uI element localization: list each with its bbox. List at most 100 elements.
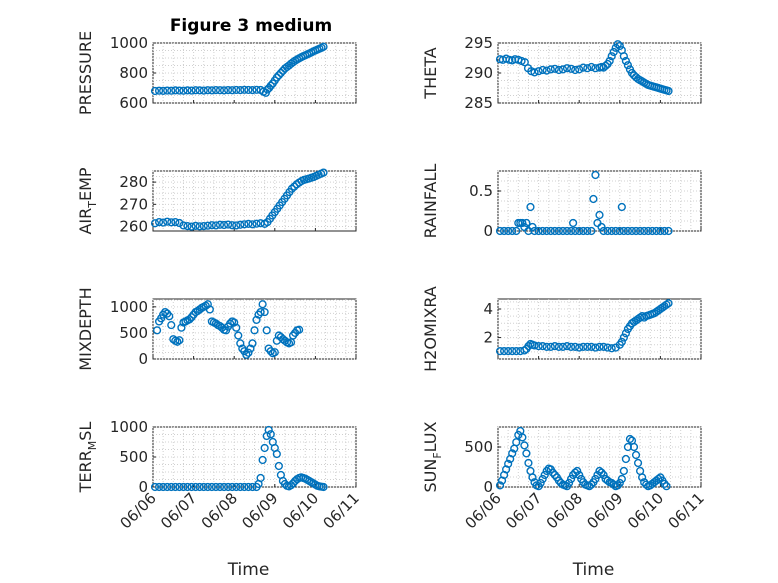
- data-point: [276, 68, 285, 78]
- data-point: [256, 473, 265, 483]
- data-point: [575, 343, 584, 352]
- data-point: [603, 343, 612, 352]
- data-point: [203, 482, 212, 492]
- data-point: [199, 86, 208, 95]
- data-point: [244, 348, 253, 357]
- data-point: [597, 468, 606, 477]
- data-point: [179, 482, 188, 492]
- data-point: [185, 315, 194, 324]
- data-point: [607, 226, 616, 236]
- x-tick-label: 06/11: [320, 489, 363, 532]
- data-point: [224, 482, 233, 492]
- data-point: [597, 222, 606, 232]
- y-tick-label: 0: [483, 222, 493, 240]
- data-point: [236, 339, 245, 348]
- data-point: [627, 68, 637, 78]
- data-point: [512, 347, 521, 356]
- data-point: [644, 226, 653, 236]
- data-point: [205, 305, 214, 314]
- data-point: [520, 346, 529, 355]
- data-point: [224, 220, 233, 229]
- data-point: [554, 65, 564, 75]
- y-tick-label: 800: [119, 64, 148, 82]
- y-tick-label: 295: [464, 34, 493, 52]
- data-point: [207, 86, 216, 95]
- data-point: [287, 184, 296, 193]
- data-point: [520, 441, 529, 450]
- data-point: [504, 226, 513, 236]
- data-point: [171, 218, 180, 227]
- data-point: [159, 482, 168, 492]
- data-point: [248, 85, 257, 95]
- data-point: [534, 67, 543, 76]
- data-point: [290, 182, 299, 191]
- data-point: [252, 219, 261, 228]
- data-point: [524, 458, 533, 468]
- data-point: [203, 300, 212, 309]
- data-point: [571, 342, 580, 351]
- data-point: [601, 61, 610, 70]
- data-point: [207, 221, 216, 230]
- data-point: [575, 65, 584, 74]
- data-point: [569, 218, 578, 228]
- data-point: [244, 219, 253, 228]
- data-point: [587, 226, 596, 236]
- data-point: [224, 85, 233, 95]
- data-point: [583, 64, 592, 73]
- data-point: [546, 342, 555, 351]
- y-tick-label: 0.5: [469, 182, 493, 200]
- data-point: [195, 305, 204, 314]
- y-tick-label: 500: [464, 438, 493, 456]
- data-point: [215, 482, 225, 492]
- data-point: [504, 347, 513, 356]
- series-markers: [495, 170, 673, 236]
- x-axis-label: Time: [227, 560, 270, 580]
- x-tick-label: 06/09: [238, 489, 281, 532]
- data-point: [165, 312, 174, 321]
- data-point: [504, 459, 513, 468]
- data-point: [175, 86, 184, 95]
- data-point: [150, 482, 160, 492]
- data-point: [623, 61, 633, 70]
- y-axis-label: PRESSURE: [76, 31, 95, 115]
- data-point: [163, 217, 172, 226]
- chart-panel-middle-right-1: 0 0.5 RAINFALL: [421, 164, 702, 240]
- data-point: [154, 218, 164, 227]
- data-point: [621, 329, 630, 338]
- data-point: [566, 342, 576, 351]
- data-point: [538, 474, 547, 484]
- data-point: [619, 333, 628, 342]
- data-point: [260, 443, 269, 453]
- data-point: [607, 52, 616, 61]
- data-point: [512, 438, 521, 447]
- data-point: [623, 442, 633, 452]
- x-tick-label: 06/10: [624, 489, 667, 532]
- data-point: [518, 433, 527, 442]
- data-point: [587, 342, 596, 351]
- data-point: [530, 341, 539, 350]
- data-point: [167, 86, 176, 95]
- data-point: [548, 468, 557, 477]
- data-point: [319, 168, 328, 177]
- data-point: [171, 482, 180, 492]
- data-point: [613, 481, 622, 490]
- data-point: [177, 323, 186, 332]
- data-point: [159, 86, 168, 95]
- series-markers: [495, 40, 673, 96]
- data-point: [660, 479, 669, 488]
- data-point: [215, 220, 225, 229]
- data-point: [183, 86, 192, 95]
- data-point: [654, 474, 663, 484]
- data-point: [191, 86, 200, 95]
- data-point: [295, 325, 304, 334]
- data-point: [274, 71, 283, 80]
- data-point: [542, 226, 551, 236]
- data-point: [260, 307, 269, 317]
- data-point: [660, 226, 669, 236]
- y-tick-label: 1000: [110, 34, 148, 52]
- y-tick-label: 270: [119, 195, 148, 213]
- data-point: [286, 481, 296, 490]
- data-point: [664, 299, 673, 308]
- data-point: [183, 482, 192, 492]
